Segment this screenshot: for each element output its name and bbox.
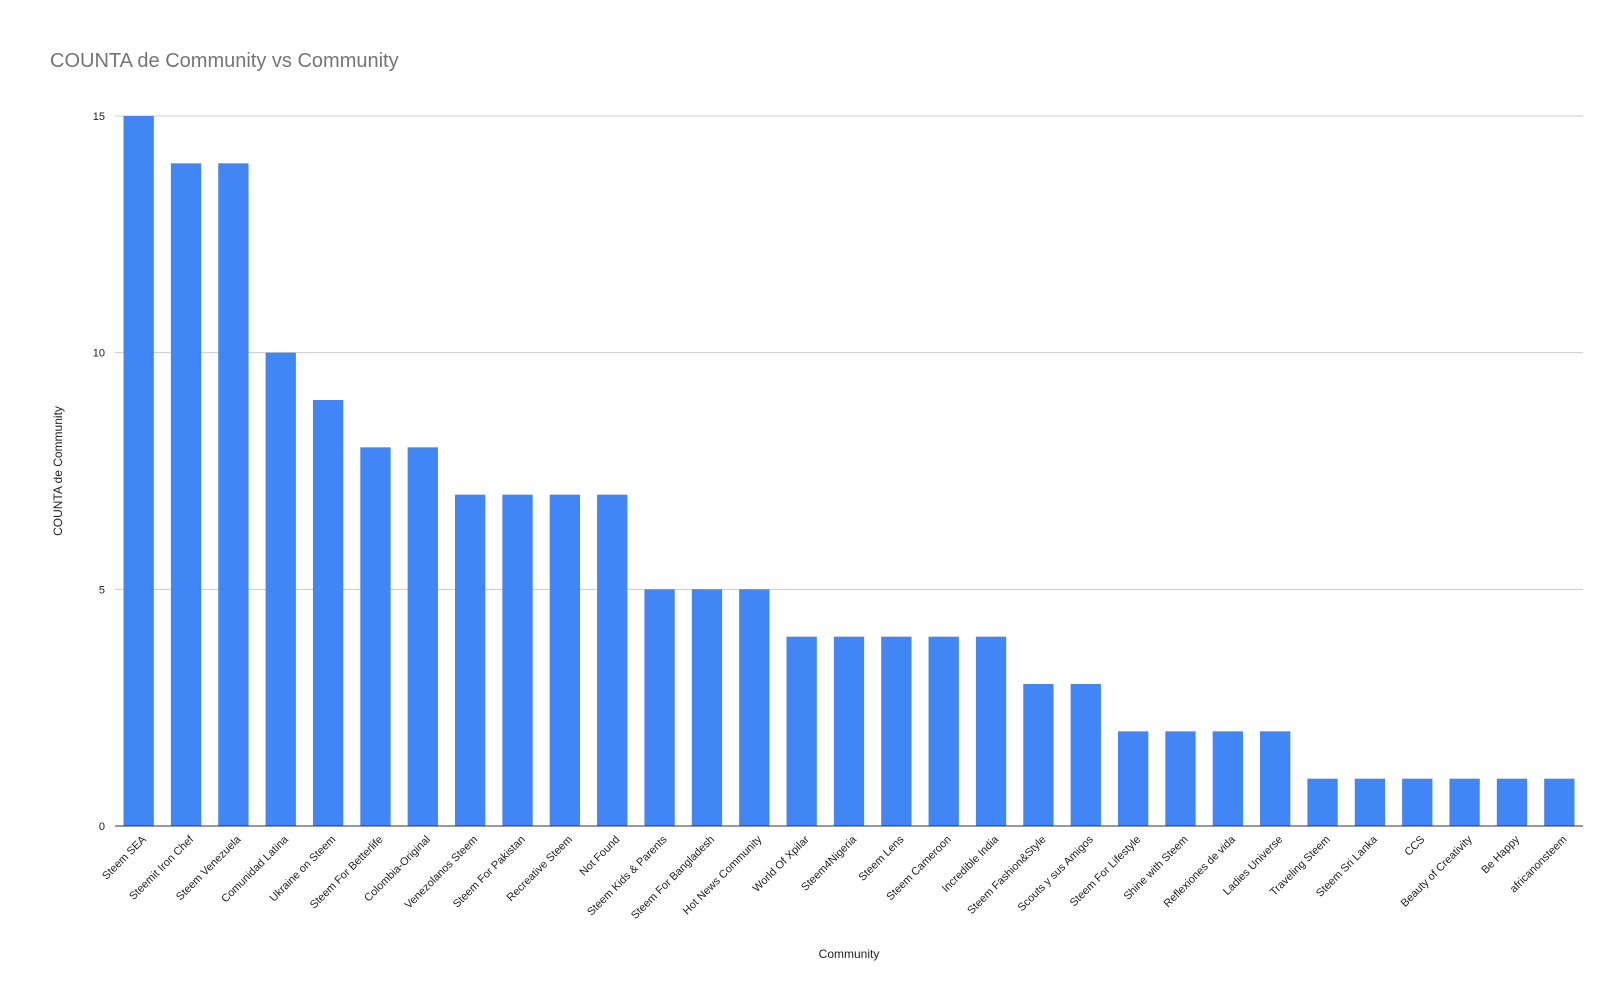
bar [123,116,154,826]
bar [786,636,817,826]
chart-title: COUNTA de Community vs Community [50,50,399,72]
bar [1354,778,1386,826]
bar [1260,731,1291,826]
y-tick-label: 5 [99,584,105,596]
x-tick-label: Steem Kids & Parents [585,833,670,918]
y-tick-labels: 0 5 10 15 [93,111,105,833]
x-tick-label: Be Happy [1479,833,1522,876]
y-axis-label: COUNTA de Community [51,406,65,536]
gridlines [115,115,1583,590]
x-tick-label: Steem For Bangladesh [629,834,717,922]
bar [170,163,202,827]
y-tick-label: 0 [99,821,105,833]
bar [691,589,723,826]
bar [1070,684,1101,826]
bar [1402,778,1433,826]
bar [1307,778,1338,826]
bars [123,116,1575,827]
x-axis-label: Community [819,947,880,961]
bar [549,494,581,826]
bar [218,163,249,827]
x-tick-label: Steem Fashion&Style [965,834,1048,917]
bar [1496,778,1528,826]
bar [928,636,959,826]
bar [502,494,533,826]
x-tick-label: Steem Lens [856,833,906,883]
bar [265,352,296,826]
bar [455,494,486,826]
x-tick-label: Not Found [578,834,623,879]
bar [644,589,675,826]
x-tick-label: CCS [1402,834,1427,859]
bar [1117,731,1149,826]
bar [360,447,391,826]
bar [975,636,1007,826]
y-tick-label: 15 [93,111,105,123]
bar [881,636,912,826]
y-tick-label: 10 [93,348,105,360]
bar [1212,731,1243,826]
bar [1544,778,1575,826]
x-tick-label: Hot News Community [681,833,765,917]
bar [739,589,770,826]
x-tick-label: Steem SEA [100,833,149,882]
bar [833,636,865,826]
bar [1165,731,1196,826]
bar [407,447,438,826]
bar [597,494,628,826]
bar [1023,684,1054,826]
bar [312,400,344,826]
bar [1449,778,1480,826]
